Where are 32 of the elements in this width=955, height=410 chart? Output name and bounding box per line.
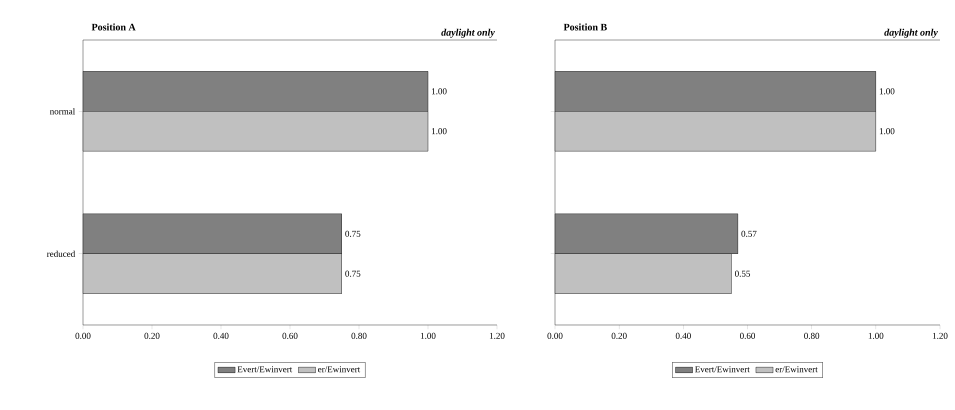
x-tick-label: 0.40 <box>213 332 229 339</box>
data-label: 1.00 <box>880 128 894 134</box>
x-tick-label: 0.20 <box>144 332 160 339</box>
legend-label: Evert/Ewinvert <box>695 366 750 372</box>
x-tick-label: 1.00 <box>420 332 436 339</box>
data-label: 1.00 <box>432 128 447 134</box>
x-tick-label: 0.20 <box>612 332 627 339</box>
data-label: 1.00 <box>432 88 447 94</box>
legend-label: er/Ewinvert <box>776 366 818 372</box>
data-label: 1.00 <box>880 88 894 94</box>
x-tick-label: 0.80 <box>804 332 820 339</box>
chart-title: Position A <box>92 23 136 30</box>
data-label: 0.57 <box>741 230 757 237</box>
data-label: 0.75 <box>345 270 360 277</box>
x-tick-label: 0.40 <box>676 332 691 339</box>
x-tick-label: 1.20 <box>490 332 505 339</box>
x-tick-label: 0.00 <box>75 332 91 339</box>
x-tick-label: 0.60 <box>282 332 298 339</box>
data-label: 0.75 <box>345 230 360 237</box>
chart-subtitle: daylight only <box>884 28 938 38</box>
legend-label: Evert/Ewinvert <box>238 366 292 372</box>
chart-subtitle: daylight only <box>441 28 495 38</box>
x-tick-label: 1.00 <box>868 332 884 339</box>
legend-label: er/Ewinvert <box>318 366 360 372</box>
y-tick-label: reduced <box>46 250 76 257</box>
data-label: 0.55 <box>735 270 750 277</box>
x-tick-label: 1.20 <box>932 332 948 339</box>
x-tick-label: 0.00 <box>547 332 563 339</box>
x-tick-label: 0.80 <box>351 332 367 339</box>
x-tick-label: 0.60 <box>740 332 756 339</box>
y-tick-label: normal <box>50 108 76 114</box>
chart-title: Position B <box>564 23 607 30</box>
